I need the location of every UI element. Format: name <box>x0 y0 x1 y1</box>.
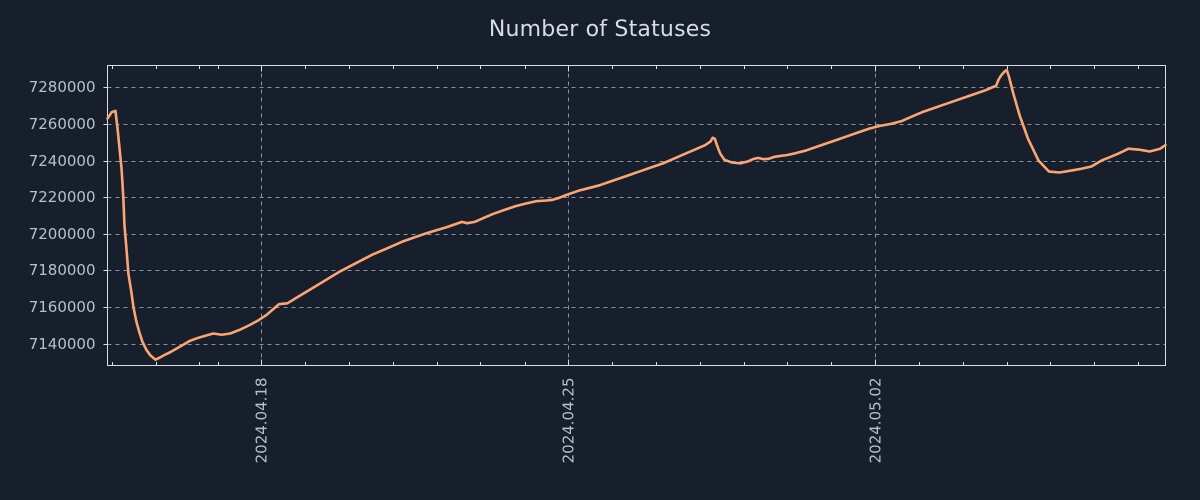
x-axis-tick-labels: 2024.04.18 2024.04.25 2024.05.02 <box>253 378 885 464</box>
y-tick-label: 7220000 <box>29 188 96 206</box>
x-tick-label: 2024.05.02 <box>867 378 885 464</box>
y-tick-label: 7240000 <box>29 152 96 170</box>
plot-frame <box>107 65 1166 366</box>
major-tick-marks <box>103 65 876 366</box>
y-tick-label: 7160000 <box>29 298 96 316</box>
x-tick-label: 2024.04.25 <box>560 378 578 464</box>
chart-title: Number of Statuses <box>488 17 712 42</box>
y-tick-label: 7180000 <box>29 261 96 279</box>
y-tick-label: 7200000 <box>29 225 96 243</box>
y-tick-label: 7140000 <box>29 335 96 353</box>
y-tick-label: 7280000 <box>29 78 96 96</box>
minor-tick-marks <box>112 65 1139 366</box>
y-axis-tick-labels: 7140000 7160000 7180000 7200000 7220000 72400… <box>29 78 96 353</box>
data-series-line <box>106 68 1167 361</box>
x-tick-label: 2024.04.18 <box>253 378 271 464</box>
y-tick-label: 7260000 <box>29 115 96 133</box>
gridlines <box>107 65 1166 366</box>
